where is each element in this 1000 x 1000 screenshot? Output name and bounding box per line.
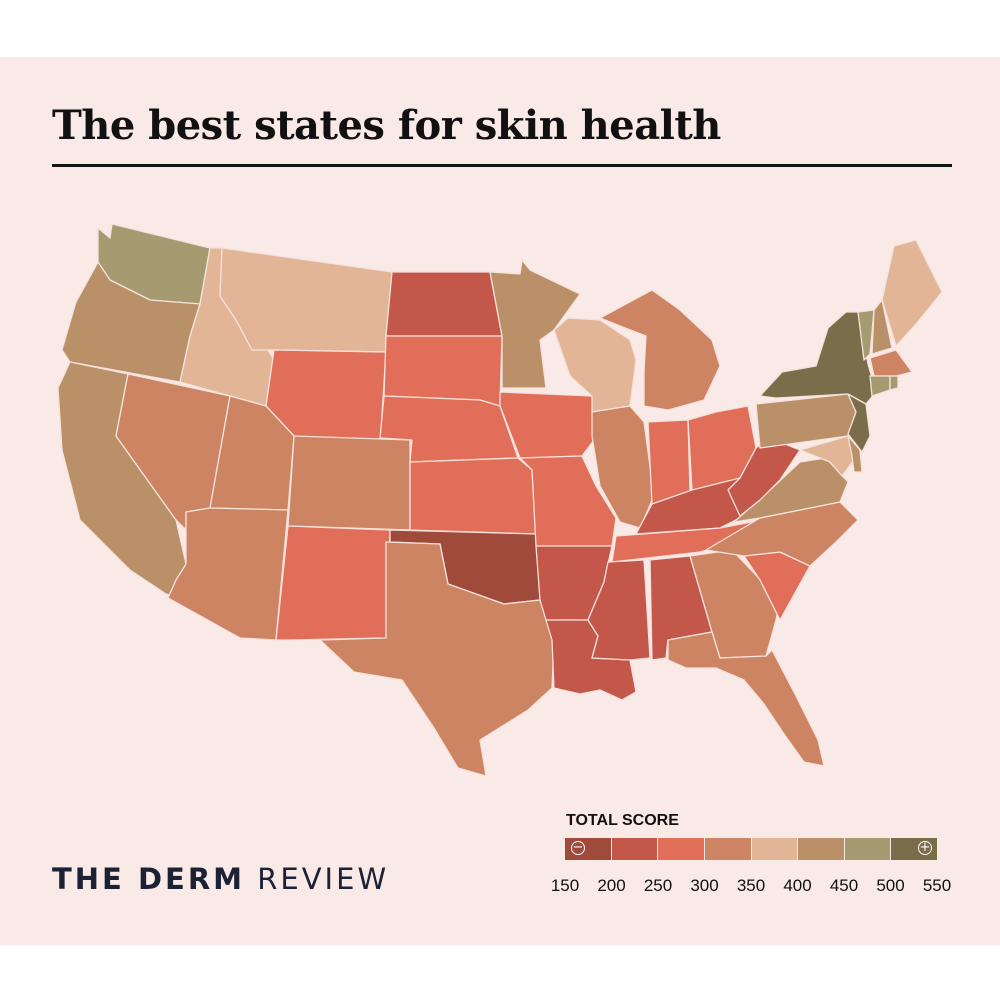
- legend-tick-label: 250: [643, 876, 673, 895]
- minus-circle-icon: −: [571, 840, 585, 855]
- state-ri: [889, 375, 899, 391]
- legend-title: TOTAL SCORE: [566, 812, 679, 829]
- legend-tick-label: 450: [829, 876, 859, 895]
- state-wi: [553, 317, 637, 413]
- state-nh: [871, 299, 893, 355]
- legend-tick-label: 200: [597, 876, 626, 895]
- legend-tick-labels: 150 200 250 300 350 400 450 500 550: [540, 876, 970, 898]
- state-ma: [869, 349, 913, 377]
- state-me: [881, 239, 943, 347]
- state-fl: [667, 631, 825, 767]
- state-sd: [383, 335, 503, 407]
- legend-color-scale: − +: [565, 838, 937, 860]
- legend-swatch: [704, 838, 752, 860]
- brand-text-bold: THE DERM: [52, 862, 246, 896]
- state-ny: [759, 311, 877, 405]
- title-divider: [52, 164, 952, 167]
- brand-text-regular: REVIEW: [257, 862, 390, 896]
- legend-tick-label: 150: [550, 876, 580, 895]
- legend-swatch: −: [565, 838, 612, 860]
- state-nd: [385, 271, 503, 337]
- state-ms: [587, 559, 651, 661]
- legend-swatch: [751, 838, 799, 860]
- state-ct: [869, 375, 891, 397]
- legend-tick-label: 400: [783, 876, 812, 895]
- legend-swatch: [658, 838, 705, 860]
- state-mt: [219, 247, 393, 353]
- legend-swatch: [798, 838, 845, 860]
- state-tx: [319, 541, 555, 777]
- plus-circle-icon: +: [918, 840, 932, 855]
- legend-swatch: [611, 838, 659, 860]
- state-nm: [275, 525, 391, 641]
- legend-tick-label: 350: [736, 876, 766, 895]
- state-az: [167, 507, 289, 641]
- legend-tick-label: 500: [876, 876, 905, 895]
- state-vt: [857, 309, 875, 361]
- legend-tick-label: 300: [690, 876, 719, 895]
- page-title: The best states for skin health: [52, 102, 721, 149]
- state-mi: [599, 289, 721, 411]
- legend-swatch: [844, 838, 892, 860]
- state-ks: [409, 457, 537, 535]
- legend-tick-label: 550: [922, 876, 952, 895]
- brand-logo: THE DERM REVIEW: [52, 862, 389, 896]
- legend-swatch: +: [891, 838, 937, 860]
- state-md: [799, 435, 855, 477]
- us-choropleth-map: [57, 223, 943, 777]
- state-co: [287, 435, 411, 531]
